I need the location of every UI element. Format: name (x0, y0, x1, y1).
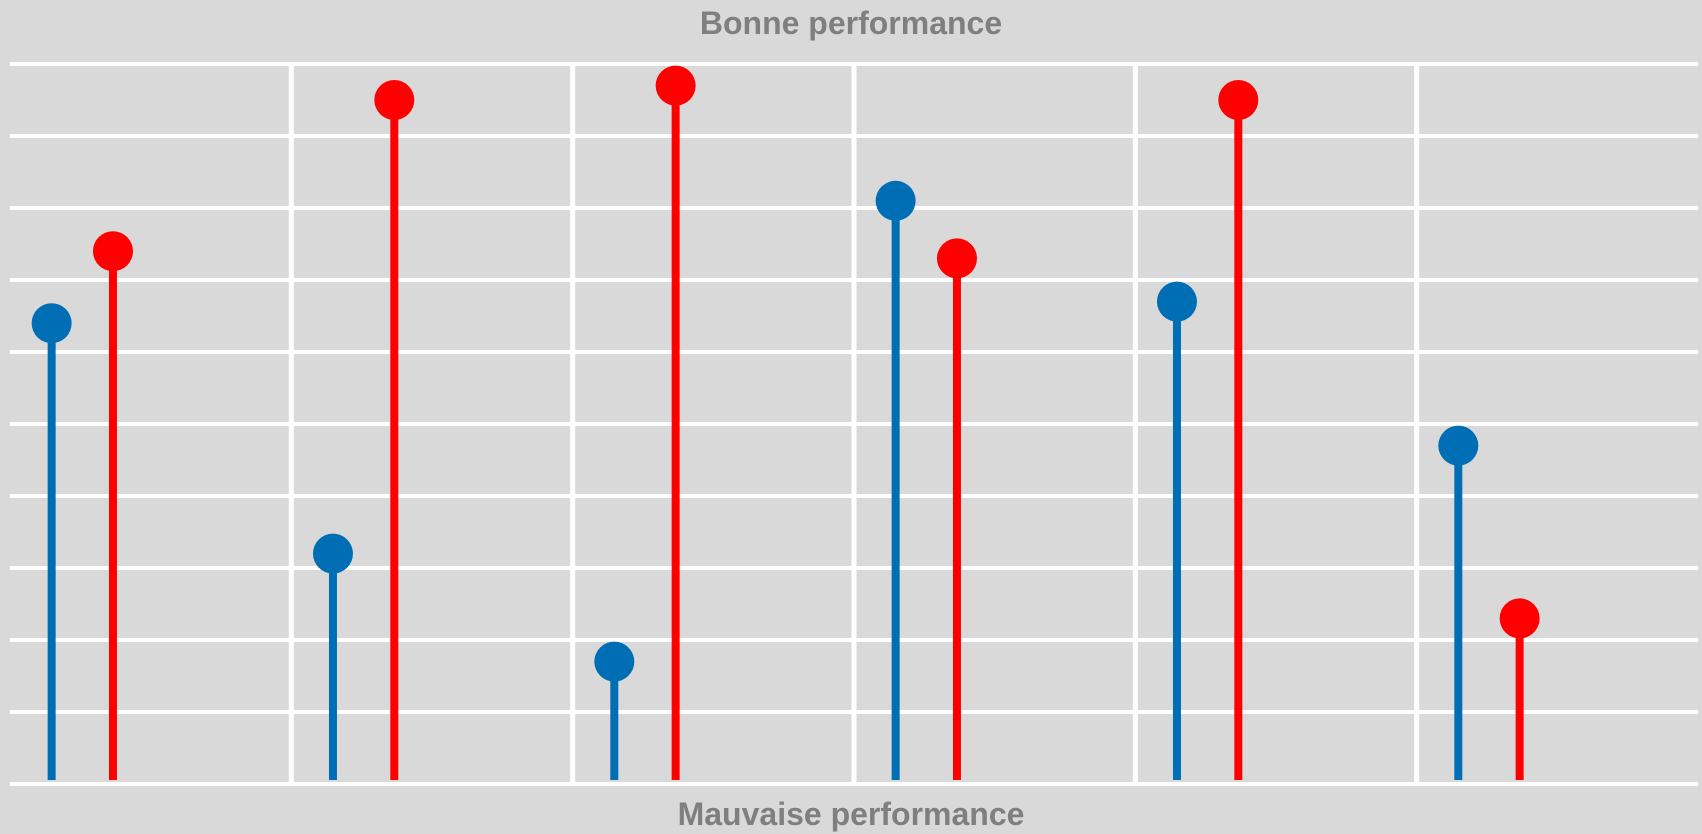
top-axis-caption: Bonne performance (699, 5, 1003, 41)
lollipop-dot (1218, 80, 1259, 120)
bottom-axis-caption: Mauvaise performance (677, 796, 1025, 832)
lollipop-dot (1438, 425, 1479, 466)
lollipop-dot (1156, 281, 1197, 322)
lollipop-dot (655, 65, 696, 106)
lollipop-dot (594, 641, 635, 682)
lollipop-dot (374, 80, 415, 120)
lollipop-dot (31, 303, 72, 344)
lollipop-dot (875, 180, 916, 221)
lollipop-dot (312, 533, 353, 574)
lollipop-dot (936, 238, 977, 279)
lollipop-dot (92, 231, 133, 272)
lollipop-dot (1499, 598, 1540, 639)
